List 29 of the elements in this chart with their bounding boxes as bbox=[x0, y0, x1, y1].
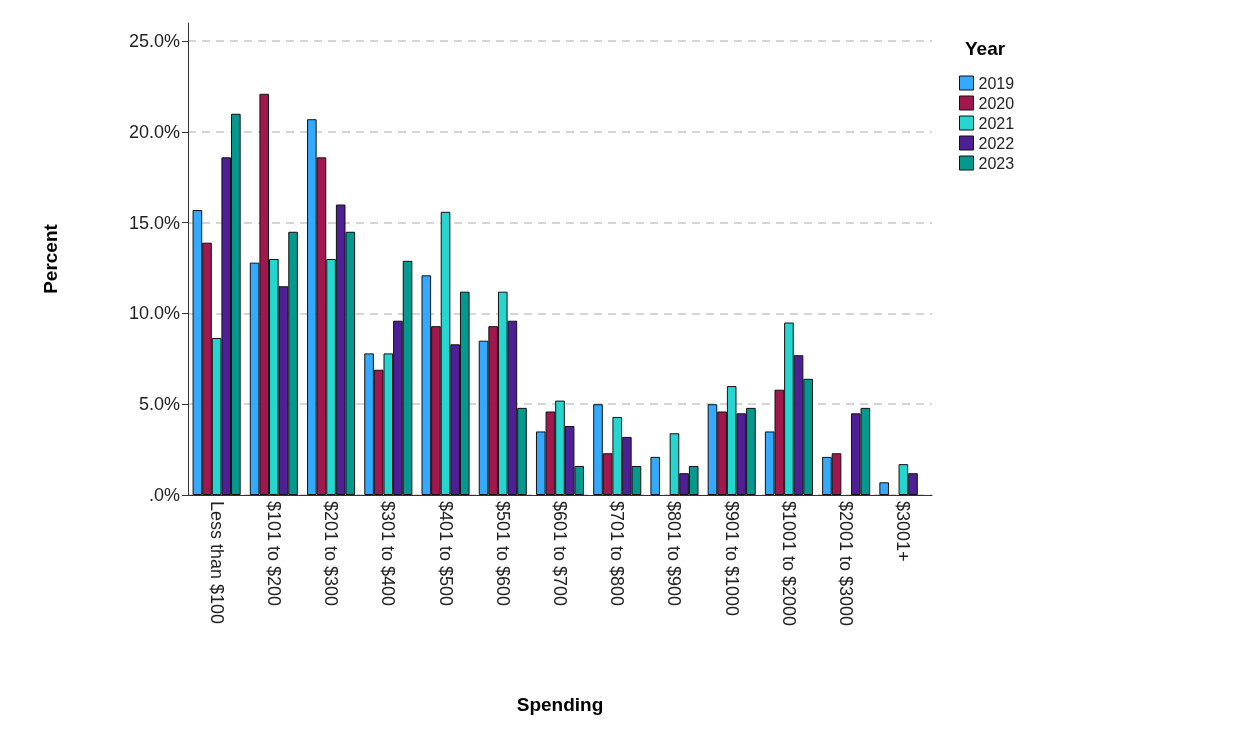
x-tick-label: $101 to $200 bbox=[263, 501, 284, 607]
bar bbox=[879, 482, 889, 495]
x-tick-label: $901 to $1000 bbox=[721, 501, 742, 617]
y-tick-label: 15.0% bbox=[128, 212, 180, 233]
y-tick-label: 25.0% bbox=[128, 31, 180, 52]
legend-label: 2021 bbox=[978, 114, 1015, 132]
legend-label: 2022 bbox=[978, 134, 1015, 152]
x-tick-label: Less than $100 bbox=[206, 501, 227, 625]
legend-label: 2023 bbox=[978, 154, 1015, 172]
x-tick-label: $801 to $900 bbox=[664, 501, 685, 607]
legend-title: Year bbox=[965, 38, 1006, 59]
bar bbox=[650, 456, 661, 495]
x-tick-label: $601 to $700 bbox=[550, 501, 570, 607]
x-axis-title: Spending bbox=[516, 694, 604, 715]
legend-label: 2020 bbox=[978, 94, 1015, 112]
y-axis-title: Percent bbox=[40, 223, 61, 294]
legend-label: 2019 bbox=[978, 74, 1015, 92]
x-tick-label: $1001 to $2000 bbox=[778, 501, 799, 627]
x-tick-label: $2001 to $3000 bbox=[836, 501, 857, 627]
y-tick-label: 10.0% bbox=[128, 303, 180, 324]
x-tick-label: $701 to $800 bbox=[607, 501, 628, 607]
x-tick-label: $401 to $500 bbox=[435, 501, 456, 607]
x-tick-label: $201 to $300 bbox=[321, 501, 342, 607]
y-tick-label: 20.0% bbox=[128, 121, 180, 142]
y-tick-label: .0% bbox=[148, 485, 180, 505]
y-tick-label: 5.0% bbox=[138, 394, 180, 415]
x-tick-label: $3001+ bbox=[893, 501, 914, 562]
x-tick-label: $301 to $400 bbox=[378, 501, 399, 607]
x-tick-label: $501 to $600 bbox=[492, 501, 513, 607]
